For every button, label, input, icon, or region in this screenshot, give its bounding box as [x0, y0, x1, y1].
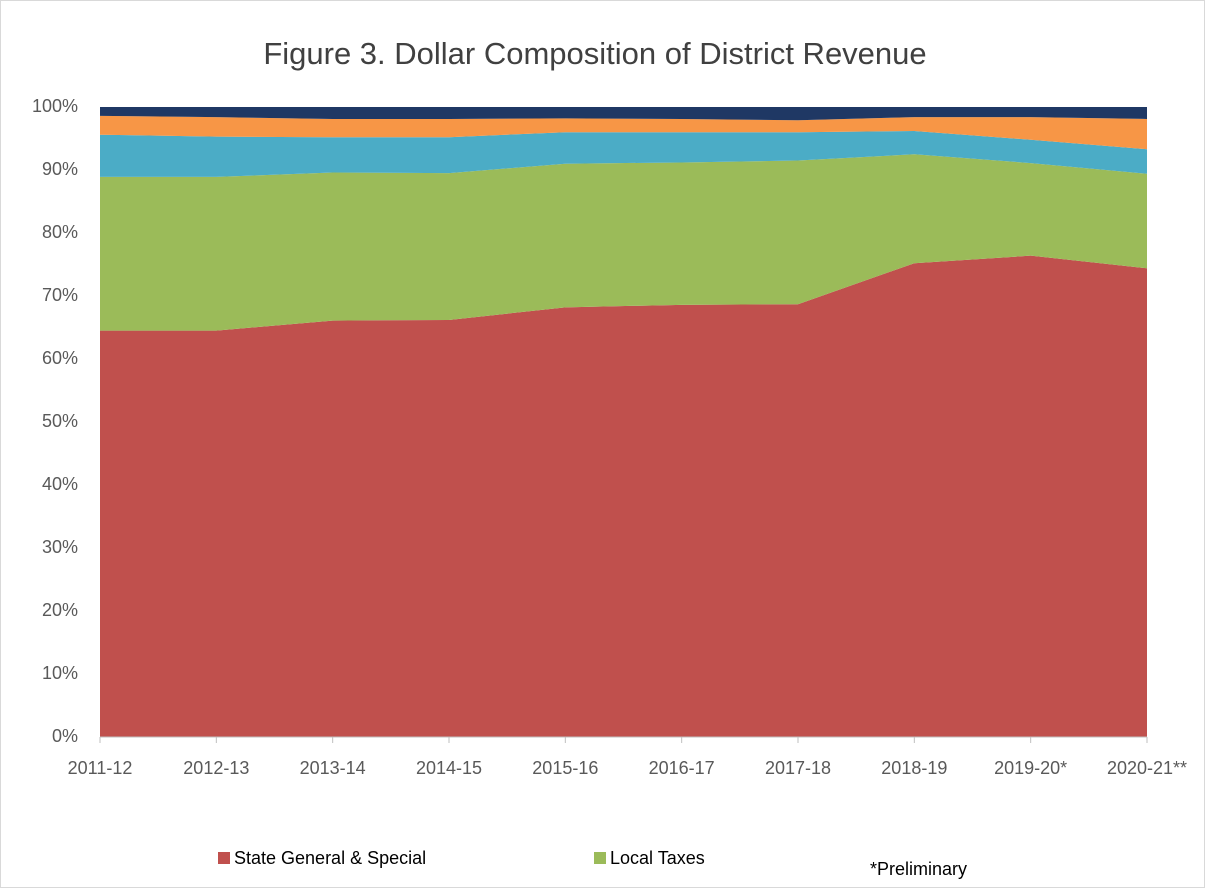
annotation: *Preliminary	[870, 859, 967, 879]
x-tick-label: 2017-18	[765, 758, 831, 778]
legend-label: Local Taxes	[610, 848, 705, 868]
x-tick-label: 2014-15	[416, 758, 482, 778]
y-tick-label: 20%	[42, 600, 78, 620]
y-tick-label: 80%	[42, 222, 78, 242]
y-tick-label: 10%	[42, 663, 78, 683]
legend-swatch	[218, 852, 230, 864]
area	[100, 255, 1147, 737]
x-tick-label: 2018-19	[881, 758, 947, 778]
x-tick-label: 2019-20*	[994, 758, 1067, 778]
x-tick-label: 2013-14	[300, 758, 366, 778]
x-tick-label: 2015-16	[532, 758, 598, 778]
y-tick-label: 90%	[42, 159, 78, 179]
area	[100, 154, 1147, 331]
area	[100, 107, 1147, 121]
area	[100, 130, 1147, 177]
x-tick-label: 2012-13	[183, 758, 249, 778]
y-tick-label: 40%	[42, 474, 78, 494]
y-tick-label: 30%	[42, 537, 78, 557]
y-tick-label: 100%	[32, 96, 78, 116]
area	[100, 115, 1147, 150]
y-tick-label: 50%	[42, 411, 78, 431]
legend-label: State General & Special	[234, 848, 426, 868]
chart-title: Figure 3. Dollar Composition of District…	[263, 36, 926, 71]
y-tick-label: 70%	[42, 285, 78, 305]
x-tick-label: 2020-21**	[1107, 758, 1187, 778]
x-tick-label: 2016-17	[649, 758, 715, 778]
x-tick-label: 2011-12	[68, 758, 133, 778]
legend-swatch	[594, 852, 606, 864]
y-tick-label: 0%	[52, 726, 78, 746]
y-tick-label: 60%	[42, 348, 78, 368]
